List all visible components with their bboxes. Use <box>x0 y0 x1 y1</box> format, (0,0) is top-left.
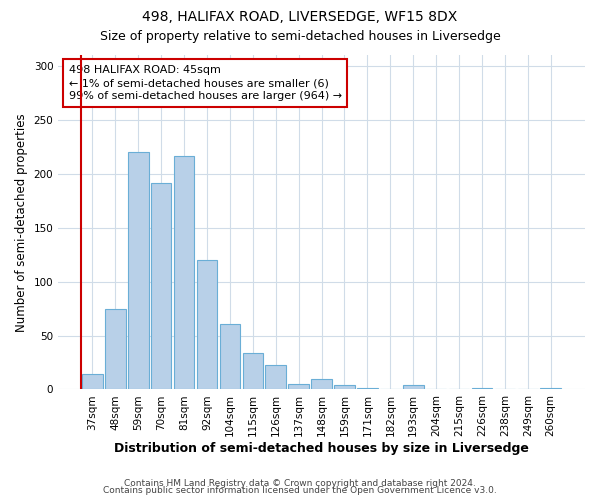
Bar <box>197 260 217 390</box>
Bar <box>82 374 103 390</box>
Bar <box>334 385 355 390</box>
Text: Size of property relative to semi-detached houses in Liversedge: Size of property relative to semi-detach… <box>100 30 500 43</box>
Bar <box>541 388 561 390</box>
Text: Contains public sector information licensed under the Open Government Licence v3: Contains public sector information licen… <box>103 486 497 495</box>
Bar <box>242 353 263 390</box>
Bar <box>311 378 332 390</box>
Text: Contains HM Land Registry data © Crown copyright and database right 2024.: Contains HM Land Registry data © Crown c… <box>124 478 476 488</box>
Bar <box>105 308 125 390</box>
Bar <box>220 324 240 390</box>
Bar <box>174 156 194 390</box>
Bar <box>403 385 424 390</box>
Y-axis label: Number of semi-detached properties: Number of semi-detached properties <box>15 113 28 332</box>
X-axis label: Distribution of semi-detached houses by size in Liversedge: Distribution of semi-detached houses by … <box>114 442 529 455</box>
Text: 498, HALIFAX ROAD, LIVERSEDGE, WF15 8DX: 498, HALIFAX ROAD, LIVERSEDGE, WF15 8DX <box>142 10 458 24</box>
Bar <box>357 388 378 390</box>
Bar <box>128 152 149 390</box>
Bar <box>472 388 493 390</box>
Text: 498 HALIFAX ROAD: 45sqm
← 1% of semi-detached houses are smaller (6)
99% of semi: 498 HALIFAX ROAD: 45sqm ← 1% of semi-det… <box>69 65 342 102</box>
Bar <box>265 364 286 390</box>
Bar <box>151 184 172 390</box>
Bar <box>289 384 309 390</box>
